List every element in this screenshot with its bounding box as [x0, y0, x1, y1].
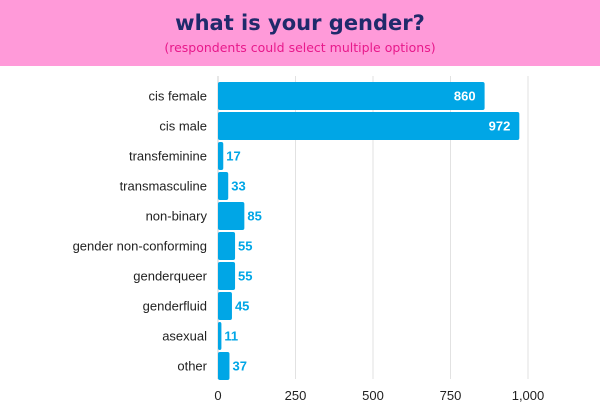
chart-header: what is your gender? (respondents could … [0, 0, 600, 66]
bar [218, 172, 229, 200]
x-tick-label: 250 [285, 388, 307, 403]
data-label: 55 [238, 269, 252, 284]
category-label: genderqueer [133, 269, 207, 284]
bar [218, 352, 230, 380]
data-label: 45 [235, 299, 249, 314]
data-label: 860 [454, 89, 476, 104]
bar [218, 262, 236, 290]
bar [218, 82, 485, 110]
category-label: non-binary [146, 209, 208, 224]
bar [218, 292, 232, 320]
data-label: 972 [489, 119, 511, 134]
chart-title: what is your gender? [175, 11, 425, 35]
bar [218, 112, 520, 140]
category-label: other [177, 359, 207, 374]
bar-chart: 0 250 500 750 1,000 cis female 860 cis male 972 t… [73, 76, 545, 403]
data-label: 55 [238, 239, 252, 254]
data-label: 37 [232, 359, 246, 374]
x-tick-label: 750 [440, 388, 462, 403]
category-label: gender non-conforming [73, 239, 207, 254]
bar [218, 202, 245, 230]
category-label: transmasculine [120, 179, 207, 194]
chart-subtitle: (respondents could select multiple optio… [164, 40, 436, 55]
x-tick-label: 1,000 [512, 388, 545, 403]
data-label: 33 [231, 179, 245, 194]
bar [218, 142, 224, 170]
category-label: transfeminine [129, 149, 207, 164]
x-tick-label: 500 [362, 388, 384, 403]
x-tick-label: 0 [214, 388, 221, 403]
data-label: 11 [224, 329, 238, 344]
category-label: cis male [159, 119, 207, 134]
category-label: asexual [162, 329, 207, 344]
category-label: cis female [148, 89, 207, 104]
data-label: 85 [247, 209, 261, 224]
bar [218, 232, 236, 260]
category-label: genderfluid [143, 299, 207, 314]
data-label: 17 [226, 149, 240, 164]
bar [218, 322, 222, 350]
